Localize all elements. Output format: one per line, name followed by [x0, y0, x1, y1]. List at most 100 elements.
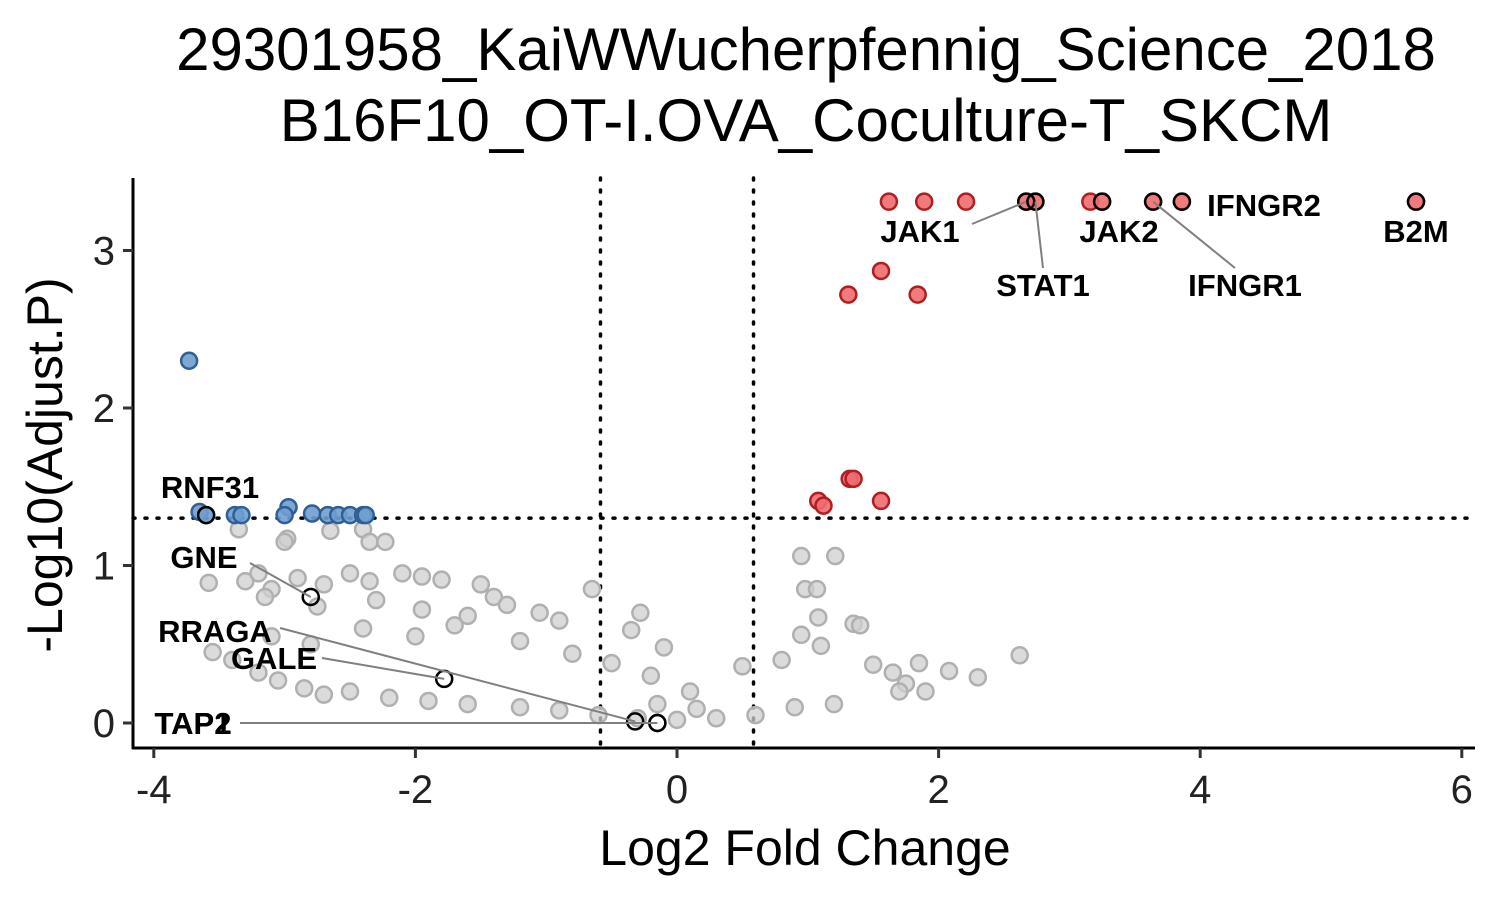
- y-axis-title: -Log10(Adjust.P): [17, 277, 73, 652]
- data-point-ns: [445, 616, 464, 635]
- data-point-ns: [360, 532, 379, 552]
- highlighted-point: [1406, 192, 1426, 211]
- data-point-ns: [412, 600, 432, 619]
- data-point-down: [302, 504, 322, 523]
- data-point-ns: [826, 546, 845, 566]
- highlighted-point: [1092, 192, 1112, 211]
- x-tick-label: 2: [927, 768, 949, 812]
- data-point-ns: [340, 682, 360, 701]
- data-point-ns: [432, 570, 451, 589]
- data-point-ns: [824, 694, 844, 714]
- data-point-ns: [746, 705, 765, 725]
- highlighted-point: [1143, 192, 1163, 211]
- gene-label-jak2: JAK2: [1079, 214, 1158, 249]
- data-point-ns: [484, 587, 504, 607]
- data-point-ns: [850, 616, 870, 635]
- gene-label-jak1: JAK1: [880, 214, 959, 249]
- data-point-ns: [255, 587, 275, 607]
- data-point-ns: [631, 603, 650, 622]
- data-point-ns: [294, 679, 314, 698]
- data-point-down: [275, 505, 294, 525]
- data-point-ns: [262, 627, 281, 646]
- data-point-up: [871, 261, 891, 281]
- data-point-up: [844, 469, 863, 489]
- data-point-ns: [811, 636, 831, 656]
- gene-label-b2m: B2M: [1383, 214, 1448, 249]
- data-point-ns: [199, 573, 218, 593]
- data-point-ns: [249, 663, 268, 682]
- x-tick-label: 6: [1451, 768, 1473, 812]
- data-point-ns: [366, 590, 386, 610]
- data-point-ns: [890, 682, 909, 701]
- data-point-ns: [314, 575, 334, 594]
- highlighted-point: [1016, 192, 1036, 211]
- data-point-ns: [360, 572, 379, 591]
- data-point-up: [914, 192, 934, 211]
- data-point-up: [908, 285, 927, 304]
- plot-area: -4 -2 0 2 4 6 0 1 2 3 JAK1 STAT1 JAK2 IFNGR1 IFNGR2 B2M…: [93, 176, 1477, 812]
- data-point-down: [179, 351, 199, 370]
- data-point-up: [814, 496, 833, 515]
- data-point-ns: [939, 661, 959, 681]
- data-point-ns: [792, 625, 811, 645]
- gene-label-rraga: RRAGA: [158, 614, 272, 649]
- data-point-ns: [916, 682, 935, 701]
- data-point-ns: [268, 671, 288, 690]
- data-point-ns: [376, 532, 395, 552]
- data-point-ns: [340, 564, 360, 583]
- data-point-ns: [550, 611, 569, 630]
- data-point-ns: [458, 606, 477, 626]
- x-tick-label: 0: [666, 768, 688, 812]
- y-tick-label: 0: [93, 702, 115, 746]
- chart-title-line-2: B16F10_OT-I.OVA_Coculture-T_SKCM: [280, 87, 1333, 154]
- data-point-ns: [621, 620, 641, 640]
- data-point-ns: [510, 698, 530, 717]
- data-point-ns: [550, 701, 569, 720]
- data-point-ns: [807, 579, 827, 599]
- x-tick-label: 4: [1189, 768, 1211, 812]
- data-point-ns: [308, 597, 327, 616]
- data-point-ns: [275, 532, 294, 552]
- data-point-ns: [706, 709, 726, 728]
- data-point-ns: [458, 694, 477, 714]
- x-tick-label: -2: [398, 768, 434, 812]
- label-leader-line: [321, 657, 445, 680]
- data-point-ns: [530, 603, 549, 622]
- y-tick-label: 2: [93, 387, 115, 431]
- data-point-ns: [497, 595, 517, 615]
- data-point-ns: [968, 668, 988, 687]
- y-tick-label: 3: [93, 230, 115, 274]
- data-point-up: [871, 491, 891, 511]
- data-point-ns: [648, 694, 667, 714]
- gene-label-rnf31: RNF31: [161, 470, 259, 505]
- chart-title-line-1: 29301958_KaiWWucherpfennig_Science_2018: [176, 16, 1436, 83]
- data-point-ns: [909, 653, 929, 673]
- highlighted-point: [625, 712, 645, 731]
- gene-label-tap2: TAP2: [155, 706, 232, 741]
- highlighted-point: [196, 505, 216, 525]
- data-point-down: [232, 505, 251, 525]
- data-point-ns: [809, 608, 828, 627]
- data-point-up: [956, 192, 976, 211]
- highlighted-point: [1172, 192, 1192, 211]
- data-point-up: [879, 192, 899, 211]
- data-point-ns: [314, 685, 334, 704]
- data-point-ns: [687, 699, 706, 719]
- data-point-ns: [510, 631, 530, 651]
- data-point-ns: [582, 579, 602, 599]
- data-point-ns: [733, 657, 752, 676]
- data-point-ns: [412, 567, 432, 586]
- data-point-ns: [393, 564, 412, 583]
- gene-label-stat1: STAT1: [996, 268, 1090, 303]
- data-point-ns: [792, 546, 811, 566]
- data-point-ns: [236, 572, 255, 591]
- data-point-down: [356, 505, 375, 525]
- label-leader-line: [971, 200, 1027, 225]
- data-point-ns: [641, 666, 661, 685]
- data-point-ns: [785, 698, 804, 717]
- data-point-ns: [563, 644, 582, 663]
- data-point-ns: [203, 642, 222, 662]
- data-point-ns: [419, 691, 438, 711]
- gene-label-ifngr2: IFNGR2: [1207, 188, 1321, 223]
